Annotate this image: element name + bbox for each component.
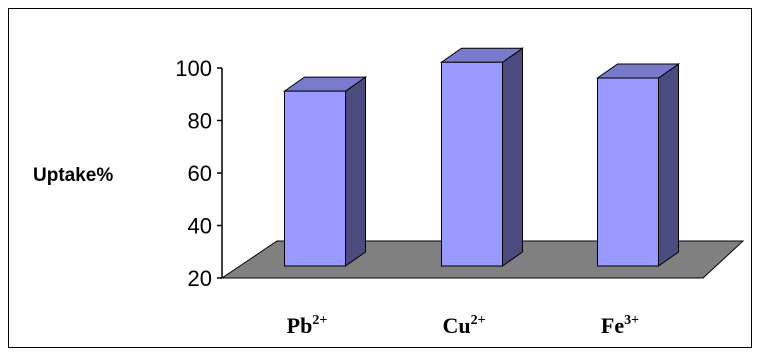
bar-side	[658, 63, 679, 267]
y-tick-label: 60	[188, 161, 212, 186]
bar-side	[345, 76, 366, 267]
bar-front	[597, 77, 659, 267]
bar-pb	[282, 76, 368, 267]
y-tick-label: 40	[188, 214, 212, 239]
bar-fe	[595, 63, 681, 267]
y-tick-label: 100	[175, 56, 212, 81]
bar-cu	[439, 47, 525, 267]
y-axis-label: Uptake%	[33, 165, 113, 186]
bar-front	[441, 61, 503, 267]
x-category-label: Cu2+	[442, 313, 485, 338]
y-tick-label: 80	[188, 109, 212, 134]
x-category-label: Pb2+	[287, 313, 328, 338]
bar-side	[502, 47, 523, 267]
y-tick-label: 20	[188, 266, 212, 291]
bar-front	[284, 90, 346, 267]
x-category-label: Fe3+	[601, 313, 639, 338]
